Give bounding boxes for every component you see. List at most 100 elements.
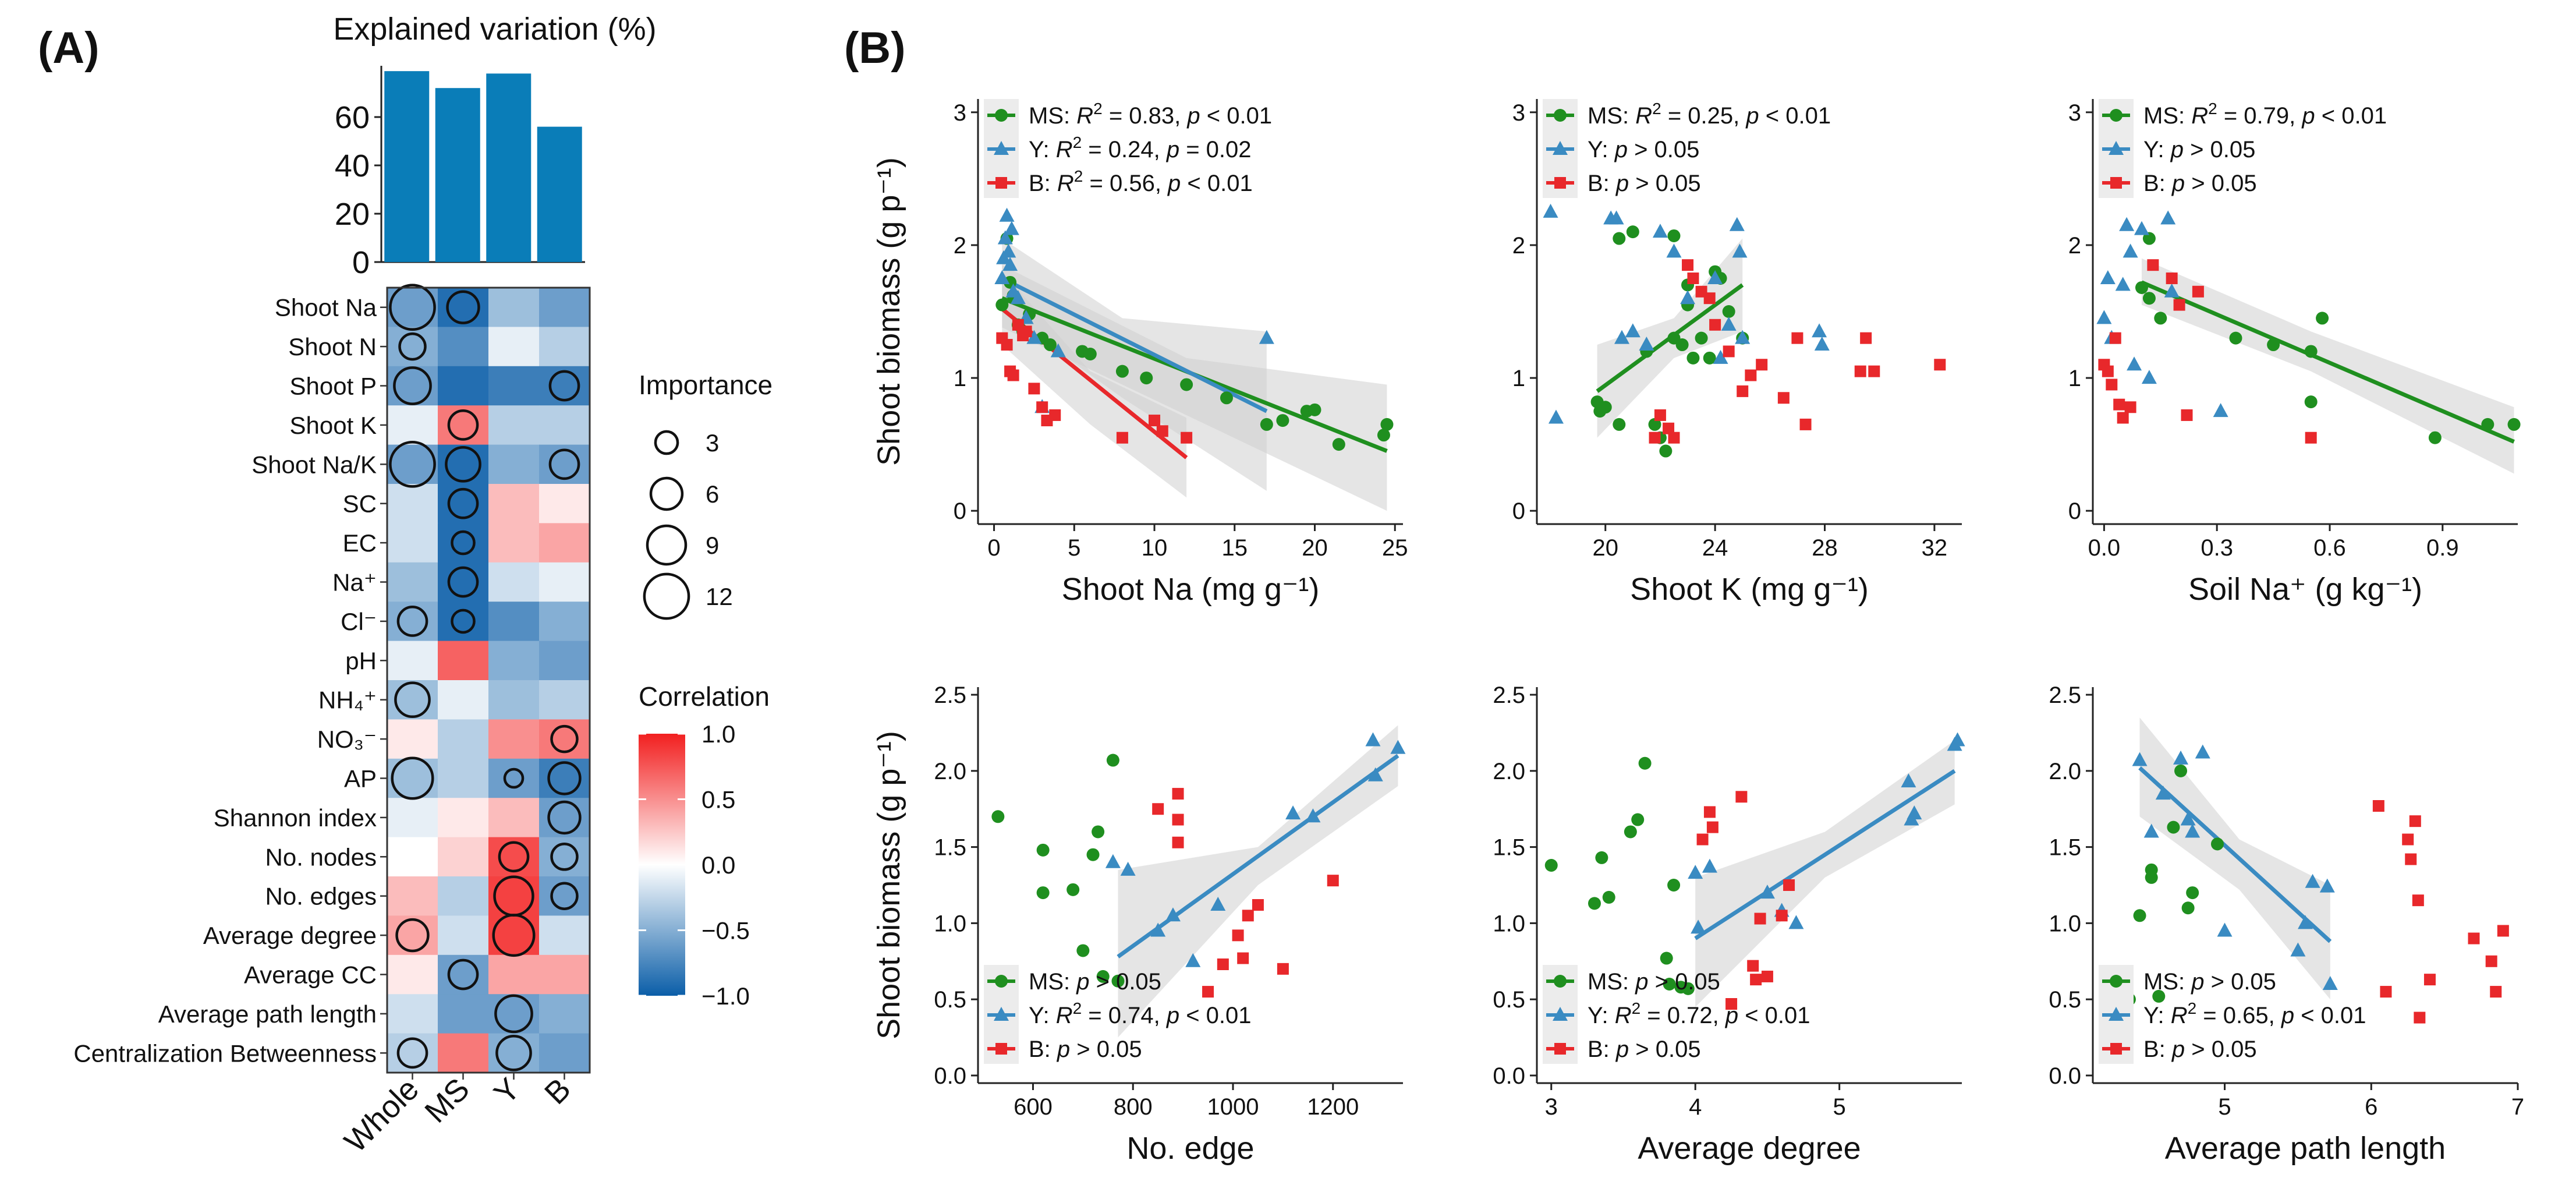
point-b	[1149, 415, 1161, 427]
point-y	[1907, 805, 1922, 820]
fit-line-y	[2138, 766, 2332, 943]
point-ms	[1588, 897, 1601, 910]
fit-layer	[2138, 717, 2332, 1000]
point-b	[1709, 319, 1721, 331]
point-b	[2124, 401, 2136, 413]
point-b	[1934, 359, 1946, 371]
point-y	[1788, 915, 1804, 929]
heatmap-row-label: AP	[344, 765, 377, 793]
x-tick-label: 0	[987, 535, 1000, 561]
importance-legend-circle	[646, 524, 688, 566]
point-y	[994, 141, 1009, 155]
point-y	[1150, 922, 1166, 937]
point-b	[1327, 875, 1339, 887]
point-ms	[1554, 109, 1567, 122]
heatmap-cell	[438, 327, 489, 367]
point-b	[1703, 806, 1716, 818]
point-b	[2305, 431, 2317, 444]
point-ms	[995, 298, 1009, 312]
heatmap-row-label: Centralization Betweenness	[73, 1039, 377, 1067]
point-y	[2305, 873, 2320, 888]
importance-circle	[547, 800, 582, 835]
importance-circle	[498, 841, 530, 873]
point-y	[2164, 283, 2180, 298]
scatter-legend-label: B: p > 0.05	[2143, 1037, 2257, 1062]
point-ms	[2152, 989, 2166, 1003]
heatmap-cell	[438, 1033, 489, 1073]
point-ms	[1377, 429, 1390, 442]
y-tick-label: 1	[1512, 366, 1525, 391]
importance-circle	[396, 606, 428, 637]
point-y	[1713, 349, 1728, 364]
point-y	[2109, 1007, 2124, 1021]
point-y	[2115, 277, 2131, 291]
colorbar-tick-label: −0.5	[701, 917, 750, 945]
importance-legend-label: 6	[706, 480, 719, 508]
point-y	[2096, 310, 2112, 324]
point-b	[1663, 422, 1675, 434]
scatter-legend: MS: R2 = 0.25, p < 0.01 Y: p > 0.05 B: p >…	[1543, 99, 1831, 198]
heatmap-col-label: Whole	[338, 1071, 426, 1159]
x-tick-label: 24	[1702, 535, 1728, 561]
heatmap-row-label: Shannon index	[214, 804, 377, 832]
x-tick-label: 15	[1222, 535, 1248, 561]
point-b	[2405, 853, 2417, 865]
point-b	[2117, 412, 2129, 424]
heatmap-cell	[539, 562, 590, 602]
point-y	[1639, 337, 1654, 351]
point-y	[1002, 257, 1018, 271]
point-y	[2160, 210, 2176, 225]
heatmap-row-label: Cl⁻	[341, 608, 377, 635]
scatter-shoot-na: 0 1 2 3 0 5 10 15 20 25 Shoot Na (mg g⁻¹) Shoot bio…	[871, 99, 1408, 607]
importance-circle	[445, 445, 481, 483]
x-tick-label: 32	[1922, 535, 1948, 561]
point-b	[2402, 833, 2414, 846]
point-ms	[1096, 970, 1110, 983]
heatmap-cell	[387, 484, 438, 524]
point-ms	[1667, 229, 1681, 242]
scatter-legend-label: Y: p > 0.05	[1588, 137, 1699, 162]
x-tick-label: 1000	[1207, 1094, 1259, 1120]
heatmap-row-label: No. edges	[265, 883, 377, 910]
point-ms	[1332, 438, 1345, 451]
scatter-average-path-length: 0.0 0.5 1.0 1.5 2.0 2.5 5 6 7 Average path length…	[2049, 682, 2524, 1166]
point-y	[1185, 953, 1201, 967]
importance-circle	[550, 843, 579, 871]
point-y	[2290, 942, 2306, 957]
point-b	[1028, 383, 1040, 395]
heatmap-frame	[386, 286, 591, 1074]
point-b	[1242, 910, 1254, 922]
point-ms	[2210, 837, 2224, 851]
x-axis-label: Average degree	[1638, 1131, 1861, 1166]
point-b	[1232, 929, 1244, 942]
point-y	[1390, 740, 1406, 754]
point-b	[995, 1043, 1007, 1055]
point-ms	[1599, 401, 1612, 414]
heatmap-cell	[438, 994, 489, 1034]
bar-y-tick-label: 40	[335, 148, 370, 183]
point-b	[1036, 401, 1048, 413]
panel-a-tag: (A)	[38, 23, 100, 73]
fit-line-ms	[2141, 280, 2515, 444]
point-b	[1777, 392, 1790, 404]
point-y	[2127, 356, 2142, 371]
y-tick-label: 2	[954, 233, 966, 259]
point-y	[1950, 732, 1965, 747]
heatmap-cell	[488, 641, 540, 681]
point-ms	[1308, 403, 1321, 416]
point-y	[1210, 897, 1226, 911]
y-tick-label: 3	[954, 100, 966, 126]
y-tick-label: 2.0	[1493, 759, 1525, 784]
heatmap-cell	[387, 954, 438, 995]
point-b	[2106, 379, 2118, 391]
colorbar-tick-label: 1.0	[701, 720, 735, 748]
importance-circle	[447, 958, 479, 991]
point-y	[1688, 865, 1703, 879]
x-tick-label: 600	[1014, 1094, 1053, 1120]
importance-circle	[451, 530, 476, 556]
x-tick-label: 3	[1545, 1094, 1558, 1120]
point-ms	[1638, 756, 1652, 770]
scatter-legend-label: Y: p > 0.05	[2143, 137, 2255, 162]
x-tick-label: 5	[2218, 1094, 2231, 1120]
